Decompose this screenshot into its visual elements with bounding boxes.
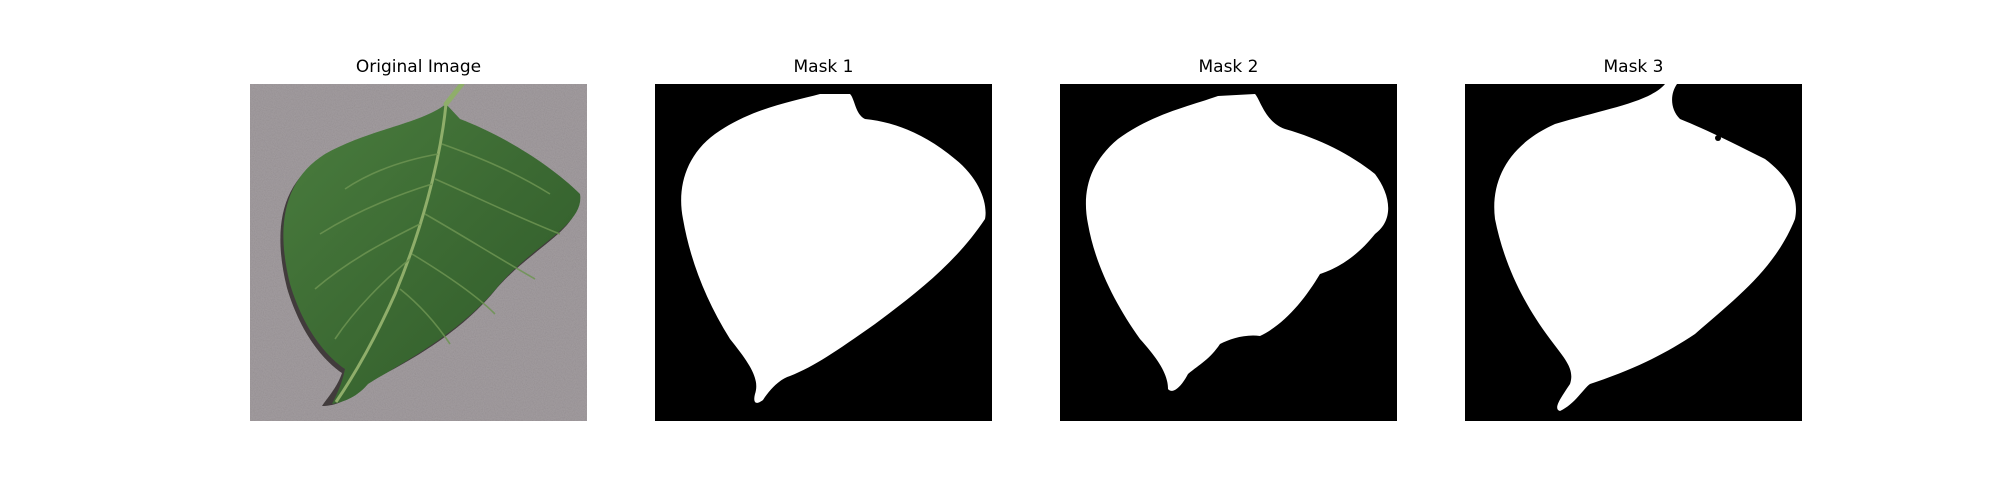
mask-2-image [1060, 84, 1397, 421]
mask-2-graphic [1060, 84, 1397, 421]
mask-1-image [655, 84, 992, 421]
panel-title-mask-3: Mask 3 [1603, 57, 1664, 77]
leaf-photo-graphic [250, 84, 587, 421]
leaf-stem [443, 84, 465, 107]
leaf-veins [314, 143, 561, 345]
original-leaf-image [250, 84, 587, 421]
mask-foreground [1085, 94, 1389, 391]
mask-foreground [681, 94, 986, 403]
leaf-midrib [334, 103, 448, 403]
mask-3-graphic [1465, 84, 1802, 421]
panel-title-original: Original Image [355, 57, 482, 77]
panel-title-mask-1: Mask 1 [793, 57, 854, 77]
mask-1-graphic [655, 84, 992, 421]
mask-foreground [1494, 84, 1796, 411]
mask-3-image [1465, 84, 1802, 421]
leaf-blade [283, 104, 581, 404]
mask-speck [1715, 135, 1721, 141]
panel-title-mask-2: Mask 2 [1198, 57, 1259, 77]
